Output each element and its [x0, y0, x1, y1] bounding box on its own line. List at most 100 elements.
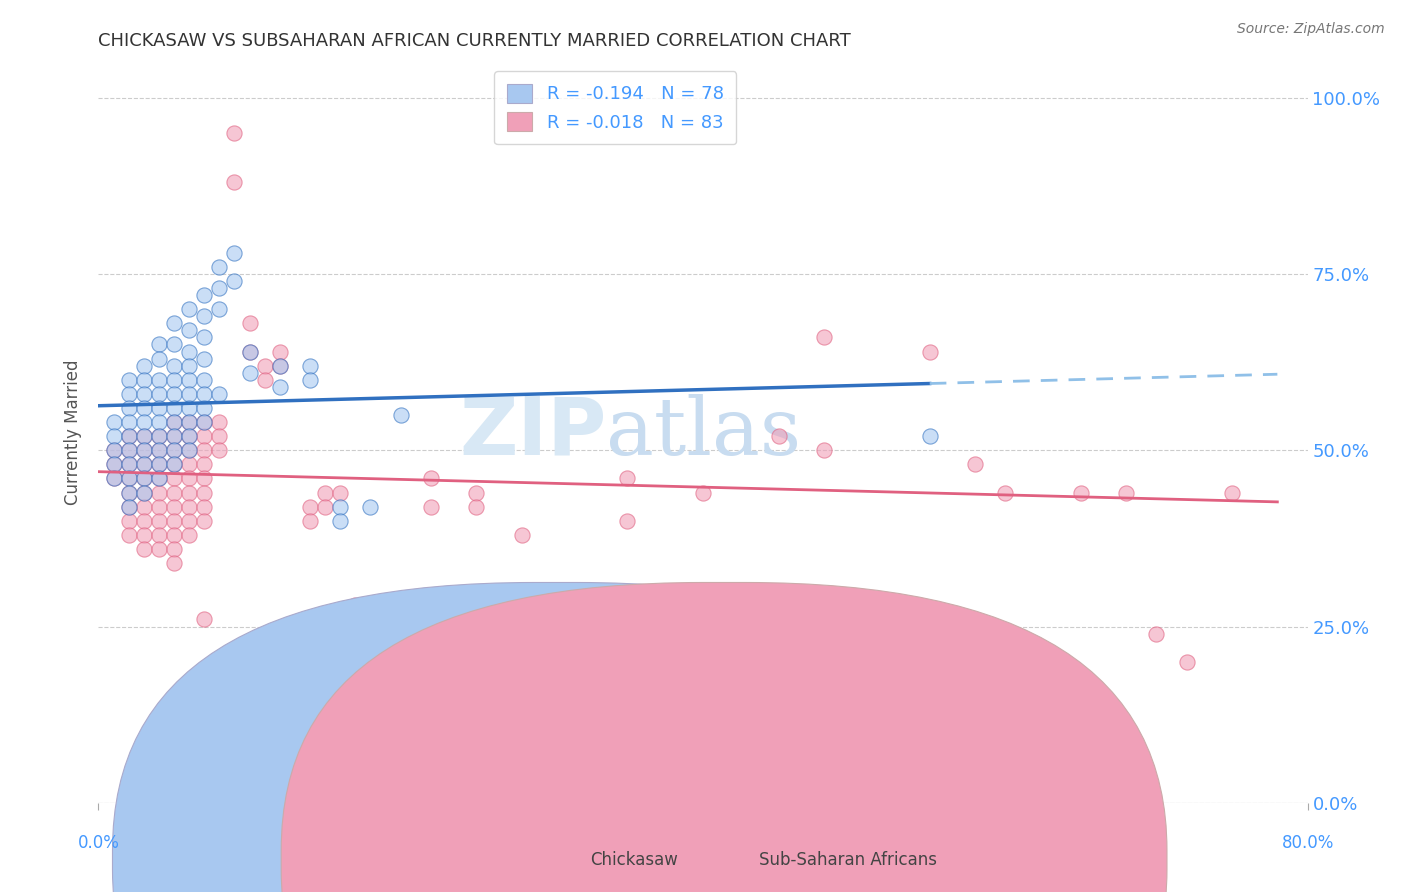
Point — [420, 471, 443, 485]
Point — [132, 359, 155, 373]
Point — [193, 310, 215, 324]
Point — [374, 626, 396, 640]
Point — [193, 471, 215, 485]
Point — [1070, 485, 1092, 500]
Point — [132, 429, 155, 443]
Point — [148, 337, 170, 351]
Point — [269, 359, 291, 373]
Point — [132, 401, 155, 415]
Point — [163, 415, 186, 429]
Point — [918, 344, 941, 359]
Point — [1144, 626, 1167, 640]
Point — [163, 711, 186, 725]
Point — [208, 429, 231, 443]
Point — [148, 351, 170, 366]
Point — [148, 443, 170, 458]
Point — [118, 458, 141, 472]
Point — [420, 500, 443, 514]
Point — [193, 401, 215, 415]
Point — [193, 612, 215, 626]
Point — [344, 599, 367, 613]
Point — [148, 387, 170, 401]
Text: Source: ZipAtlas.com: Source: ZipAtlas.com — [1237, 22, 1385, 37]
Point — [148, 401, 170, 415]
Point — [329, 485, 352, 500]
Point — [132, 471, 155, 485]
Point — [163, 359, 186, 373]
Point — [118, 528, 141, 542]
Point — [148, 541, 170, 556]
Point — [616, 514, 638, 528]
Point — [1220, 485, 1243, 500]
Point — [179, 458, 201, 472]
Point — [965, 458, 987, 472]
Point — [193, 415, 215, 429]
Point — [1175, 655, 1198, 669]
Point — [314, 500, 336, 514]
Point — [465, 500, 488, 514]
Point — [163, 316, 186, 330]
Point — [224, 175, 246, 189]
Point — [269, 344, 291, 359]
Point — [163, 443, 186, 458]
Point — [148, 528, 170, 542]
Point — [193, 458, 215, 472]
Text: Chickasaw: Chickasaw — [591, 851, 678, 869]
Point — [103, 443, 125, 458]
Point — [299, 373, 322, 387]
Text: 0.0%: 0.0% — [77, 834, 120, 852]
Point — [163, 458, 186, 472]
Point — [132, 500, 155, 514]
Point — [118, 471, 141, 485]
Point — [994, 485, 1017, 500]
Point — [299, 359, 322, 373]
Point — [103, 471, 125, 485]
Point — [163, 471, 186, 485]
Point — [103, 458, 125, 472]
Point — [148, 429, 170, 443]
Point — [193, 500, 215, 514]
Point — [239, 344, 262, 359]
Text: ZIP: ZIP — [458, 393, 606, 472]
Point — [179, 514, 201, 528]
Point — [329, 500, 352, 514]
Point — [163, 541, 186, 556]
Point — [163, 429, 186, 443]
Point — [118, 458, 141, 472]
Point — [132, 415, 155, 429]
Point — [179, 344, 201, 359]
Point — [148, 500, 170, 514]
Point — [163, 528, 186, 542]
Text: Sub-Saharan Africans: Sub-Saharan Africans — [759, 851, 938, 869]
Point — [103, 415, 125, 429]
Point — [253, 373, 276, 387]
Point — [360, 500, 382, 514]
Point — [208, 387, 231, 401]
Point — [132, 458, 155, 472]
Point — [465, 485, 488, 500]
Point — [616, 471, 638, 485]
Point — [314, 485, 336, 500]
Point — [132, 514, 155, 528]
Point — [269, 380, 291, 394]
Point — [193, 485, 215, 500]
Point — [239, 366, 262, 380]
Point — [208, 415, 231, 429]
Point — [118, 373, 141, 387]
Point — [163, 485, 186, 500]
Point — [179, 443, 201, 458]
Point — [163, 429, 186, 443]
Point — [193, 387, 215, 401]
Point — [163, 373, 186, 387]
Point — [118, 443, 141, 458]
Point — [179, 429, 201, 443]
Point — [179, 415, 201, 429]
Point — [208, 281, 231, 295]
Point — [132, 541, 155, 556]
Point — [163, 458, 186, 472]
Point — [132, 387, 155, 401]
Point — [118, 443, 141, 458]
Point — [148, 458, 170, 472]
Point — [208, 443, 231, 458]
Point — [299, 514, 322, 528]
